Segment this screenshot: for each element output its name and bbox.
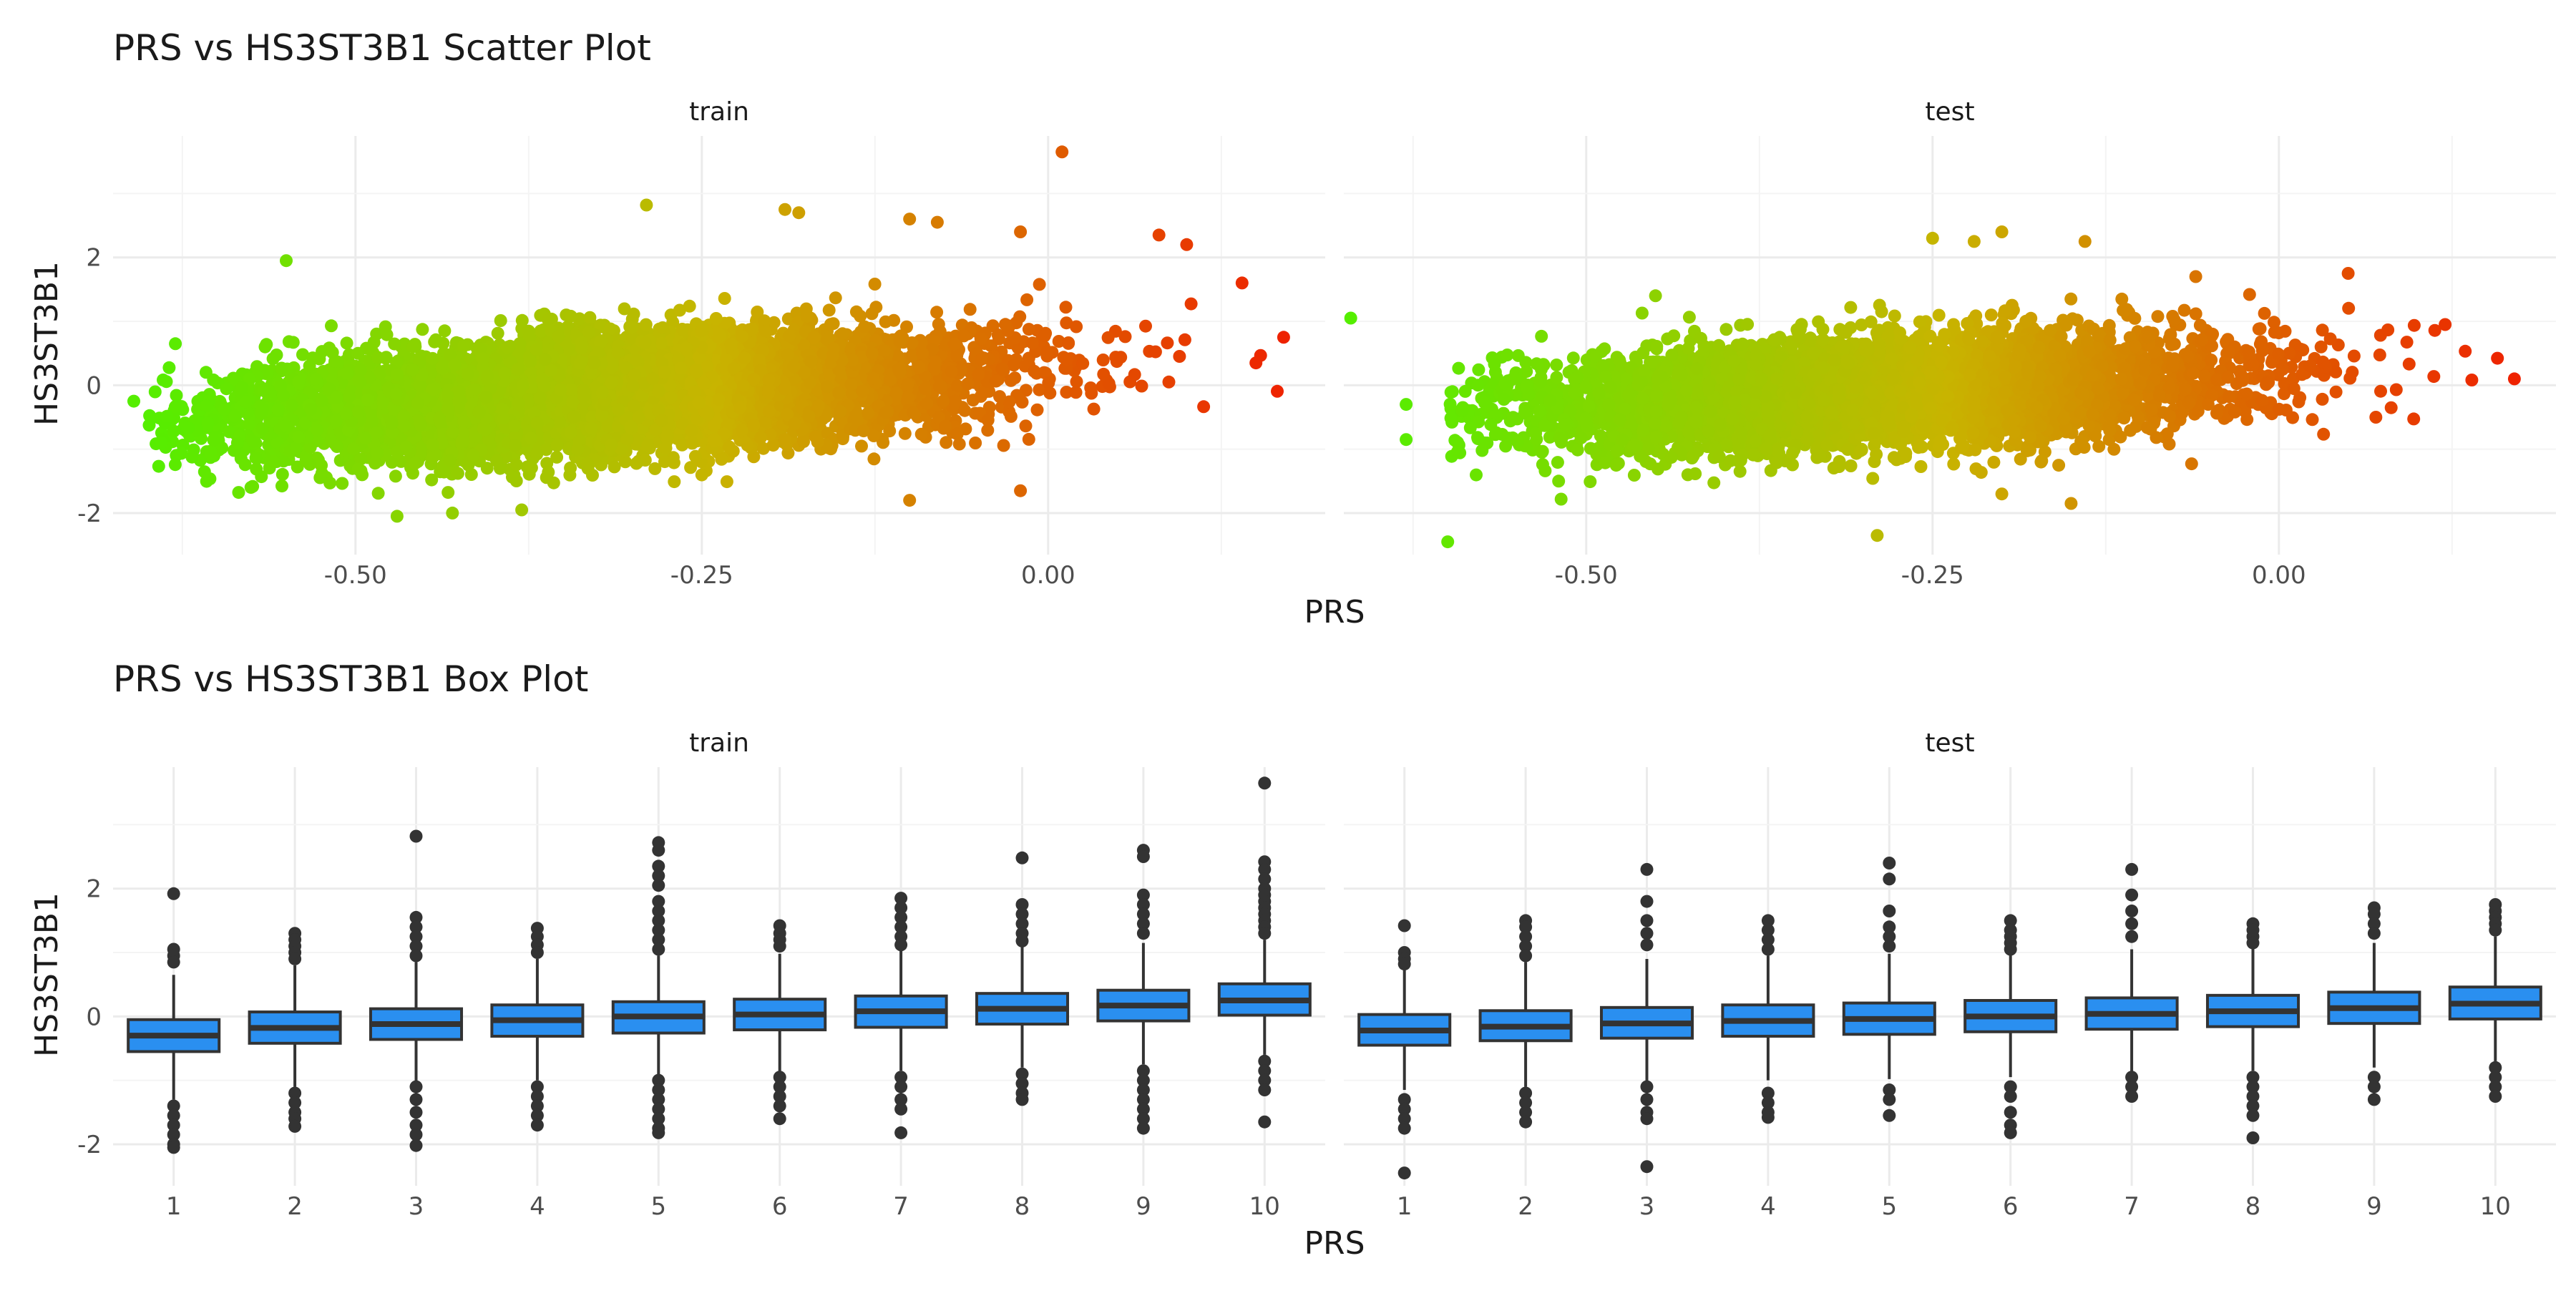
scatter-train-point bbox=[696, 469, 708, 482]
scatter-train-point bbox=[259, 341, 272, 354]
scatter-train-point bbox=[276, 468, 289, 481]
scatter-train-point bbox=[313, 472, 326, 484]
scatter-train-point bbox=[152, 460, 165, 473]
scatter-train-point bbox=[325, 319, 338, 332]
scatter-train-point bbox=[964, 303, 977, 316]
scatter-train-point bbox=[668, 475, 680, 488]
scatter-train-y-tick-label: -2 bbox=[77, 500, 102, 528]
scatter-train-point bbox=[1271, 385, 1284, 398]
scatter-train-point bbox=[425, 474, 438, 487]
scatter-train-x-tick-label: 0.00 bbox=[1021, 561, 1075, 590]
scatter-strip-test: test bbox=[1925, 97, 1974, 127]
scatter-train-point bbox=[1179, 333, 1191, 346]
scatter-train-x-tick-label: -0.25 bbox=[670, 561, 733, 590]
scatter-train-point bbox=[149, 386, 162, 399]
scatter-train-point bbox=[930, 306, 943, 318]
scatter-train-point bbox=[275, 479, 288, 492]
scatter-train-point bbox=[1084, 381, 1097, 394]
scatter-train-point bbox=[1076, 357, 1089, 370]
scatter-train-point bbox=[341, 336, 353, 349]
scatter-train-point bbox=[1149, 346, 1162, 359]
scatter-train-point bbox=[1163, 376, 1176, 389]
scatter-train-point bbox=[1139, 320, 1152, 333]
scatter-train-point bbox=[823, 303, 836, 316]
scatter-train-point bbox=[233, 486, 245, 499]
scatter-train-point bbox=[586, 469, 599, 482]
scatter-train-point bbox=[1031, 404, 1044, 416]
scatter-train-point bbox=[162, 361, 175, 374]
scatter-train-point bbox=[1060, 301, 1073, 313]
scatter-train-point bbox=[1097, 354, 1110, 366]
scatter-strip-train: train bbox=[689, 97, 749, 127]
scatter-train-point bbox=[441, 486, 454, 499]
scatter-train-point bbox=[492, 327, 504, 340]
scatter-plot-title: PRS vs HS3ST3B1 Scatter Plot bbox=[113, 27, 651, 69]
scatter-train-point bbox=[1020, 419, 1033, 432]
scatter-train-y-tick-label: 2 bbox=[86, 244, 102, 273]
scatter-train-point bbox=[1136, 380, 1148, 393]
scatter-train-point bbox=[718, 292, 731, 305]
scatter-train-point bbox=[170, 389, 183, 402]
scatter-train-point bbox=[416, 323, 429, 336]
scatter-train-y-tick-label: 0 bbox=[86, 371, 102, 400]
scatter-train-point bbox=[389, 469, 402, 482]
scatter-train-x-tick-label: -0.50 bbox=[324, 561, 387, 590]
scatter-train-point bbox=[287, 336, 300, 349]
scatter-train-point bbox=[608, 460, 621, 473]
scatter-train-point bbox=[855, 439, 868, 452]
scatter-train-point bbox=[1033, 278, 1046, 291]
